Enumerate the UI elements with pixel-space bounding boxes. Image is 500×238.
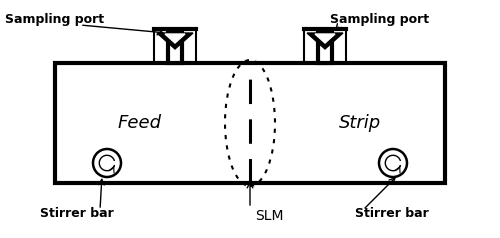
Bar: [168, 31, 182, 63]
Text: Sampling port: Sampling port: [330, 13, 429, 26]
Text: Stirrer bar: Stirrer bar: [355, 207, 429, 220]
Text: Feed: Feed: [118, 114, 162, 132]
Circle shape: [379, 149, 407, 177]
Polygon shape: [157, 33, 193, 49]
Text: Strip: Strip: [339, 114, 381, 132]
Text: SLM: SLM: [255, 209, 284, 223]
Circle shape: [93, 149, 121, 177]
Polygon shape: [307, 33, 343, 49]
Polygon shape: [315, 34, 335, 43]
Text: Stirrer bar: Stirrer bar: [40, 207, 114, 220]
Polygon shape: [165, 34, 185, 43]
Bar: [55, 63, 445, 183]
Text: Sampling port: Sampling port: [5, 13, 104, 26]
Bar: [318, 31, 332, 63]
